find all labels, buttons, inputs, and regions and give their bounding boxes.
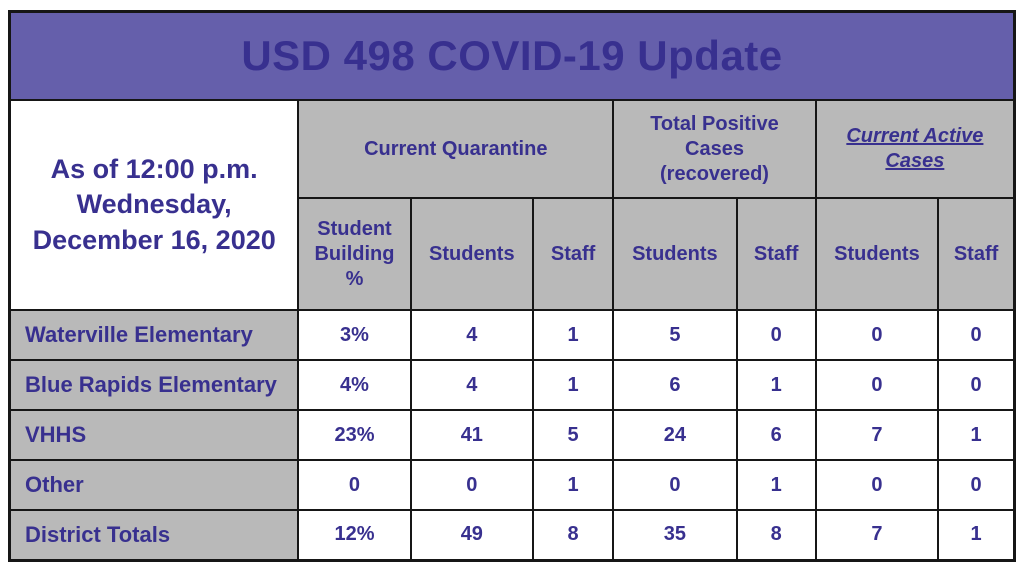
table-cell: 0	[814, 459, 940, 511]
table-cell: 0	[735, 309, 817, 361]
table-row-vhhs: VHHS 23% 41 5 24 6 7 1	[8, 409, 1016, 461]
row-label: Blue Rapids Elementary	[8, 359, 300, 411]
table-cell: 1	[531, 309, 615, 361]
row-label: Waterville Elementary	[8, 309, 300, 361]
banner-row: USD 498 COVID-19 Update	[8, 10, 1016, 101]
table-cell: 12%	[297, 509, 412, 561]
column-header-student-building-pct: Student Building %	[297, 197, 412, 311]
table-cell: 3%	[297, 309, 412, 361]
column-group-current-quarantine: Current Quarantine	[297, 99, 615, 199]
table-row-blue-rapids-elementary: Blue Rapids Elementary 4% 4 1 6 1 0 0	[8, 359, 1016, 411]
table-cell: 1	[735, 459, 817, 511]
table-cell: 41	[409, 409, 534, 461]
table-cell: 4%	[297, 359, 412, 411]
table-cell: 8	[531, 509, 615, 561]
table-row-district-totals: District Totals 12% 49 8 35 8 7 1	[8, 509, 1016, 561]
table-cell: 0	[297, 459, 412, 511]
column-header-positive-staff: Staff	[735, 197, 817, 311]
table-cell: 4	[409, 309, 534, 361]
table-cell: 5	[612, 309, 738, 361]
row-label: Other	[8, 459, 300, 511]
row-label: District Totals	[8, 509, 300, 561]
table-cell: 23%	[297, 409, 412, 461]
table-cell: 0	[814, 359, 940, 411]
table-row-waterville-elementary: Waterville Elementary 3% 4 1 5 0 0 0	[8, 309, 1016, 361]
table-cell: 0	[612, 459, 738, 511]
table-cell: 0	[937, 309, 1016, 361]
table-cell: 1	[735, 359, 817, 411]
table-row-other: Other 0 0 1 0 1 0 0	[8, 459, 1016, 511]
group-header-row: As of 12:00 p.m. Wednesday, December 16,…	[8, 99, 1016, 311]
table-cell: 7	[814, 409, 940, 461]
table-cell: 0	[409, 459, 534, 511]
covid-update-table: USD 498 COVID-19 Update As of 12:00 p.m.…	[8, 10, 1016, 562]
table-cell: 1	[937, 509, 1016, 561]
table-cell: 35	[612, 509, 738, 561]
column-group-current-active-cases: Current Active Cases	[814, 99, 1016, 199]
table-cell: 7	[814, 509, 940, 561]
table-cell: 6	[612, 359, 738, 411]
table-cell: 8	[735, 509, 817, 561]
column-header-quarantine-students: Students	[409, 197, 534, 311]
table-cell: 1	[531, 359, 615, 411]
table-cell: 0	[937, 359, 1016, 411]
column-header-positive-students: Students	[612, 197, 738, 311]
table-cell: 0	[937, 459, 1016, 511]
as-of-date-label: As of 12:00 p.m. Wednesday, December 16,…	[8, 99, 300, 311]
table-cell: 1	[531, 459, 615, 511]
table-cell: 0	[814, 309, 940, 361]
table-cell: 1	[937, 409, 1016, 461]
table-cell: 5	[531, 409, 615, 461]
column-header-active-staff: Staff	[937, 197, 1016, 311]
table-cell: 49	[409, 509, 534, 561]
table-cell: 4	[409, 359, 534, 411]
column-header-quarantine-staff: Staff	[531, 197, 615, 311]
column-header-active-students: Students	[814, 197, 940, 311]
row-label: VHHS	[8, 409, 300, 461]
sub-header-row: Student Building % Students Staff Studen…	[10, 197, 1016, 311]
column-group-total-positive-cases: Total Positive Cases (recovered)	[612, 99, 817, 199]
table-cell: 24	[612, 409, 738, 461]
page-title: USD 498 COVID-19 Update	[8, 10, 1016, 101]
table-cell: 6	[735, 409, 817, 461]
